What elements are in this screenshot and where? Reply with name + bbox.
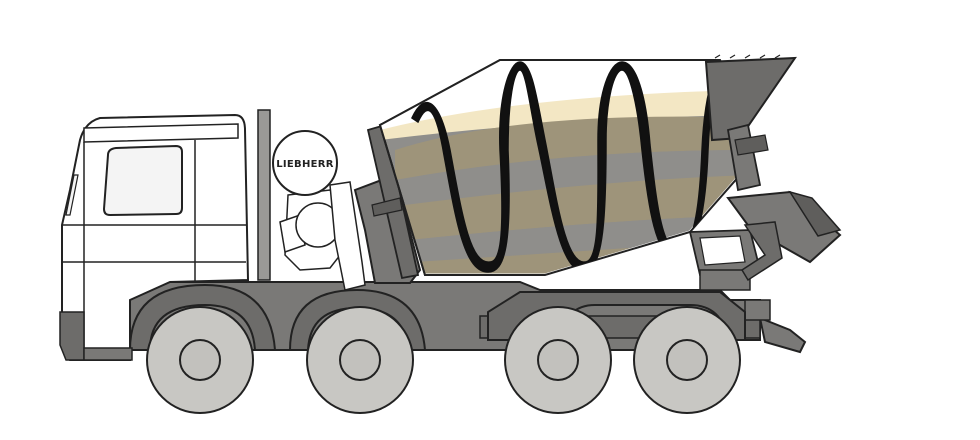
drive-assembly: [279, 181, 366, 291]
wheel-rear-1: [504, 306, 612, 414]
wheel-front-1: [146, 306, 254, 414]
brand-logo-text: LIEBHERR: [276, 159, 334, 170]
front-bumper: [59, 311, 85, 361]
cab: [59, 113, 250, 361]
logo-badge: LIEBHERR: [272, 130, 338, 196]
wheel-front-2: [306, 306, 414, 414]
front-pedestal: [353, 123, 422, 284]
mixer-drum: [378, 58, 750, 277]
cab-window: [102, 144, 183, 217]
chute-icon: [726, 190, 842, 282]
exhaust-stack: [257, 109, 271, 281]
rear-pedestal: [688, 229, 762, 291]
hopper: [704, 54, 797, 192]
wheel-rear-2: [633, 306, 741, 414]
